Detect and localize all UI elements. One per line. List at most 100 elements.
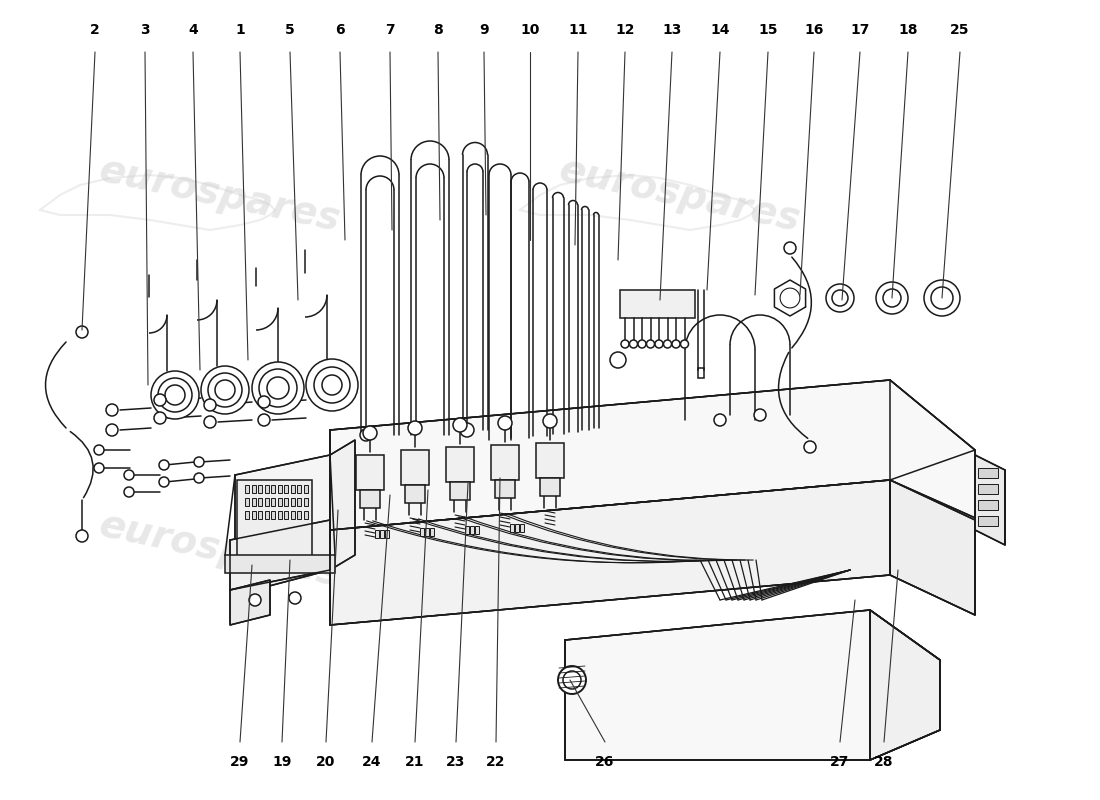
- Bar: [284, 511, 288, 519]
- Circle shape: [654, 340, 663, 348]
- Bar: [978, 516, 998, 526]
- Bar: [252, 498, 255, 506]
- Bar: [236, 480, 312, 570]
- Polygon shape: [890, 480, 975, 615]
- Bar: [245, 511, 249, 519]
- Circle shape: [663, 340, 671, 348]
- Circle shape: [672, 340, 680, 348]
- Circle shape: [194, 457, 204, 467]
- Bar: [277, 511, 282, 519]
- Circle shape: [883, 289, 901, 307]
- Circle shape: [629, 340, 638, 348]
- Bar: [375, 530, 379, 538]
- Circle shape: [647, 340, 654, 348]
- Text: eurospares: eurospares: [96, 506, 344, 594]
- Circle shape: [160, 477, 169, 487]
- Circle shape: [194, 473, 204, 483]
- Polygon shape: [330, 380, 980, 530]
- Text: 29: 29: [230, 755, 250, 769]
- Text: 12: 12: [615, 23, 635, 37]
- Bar: [264, 485, 268, 493]
- Bar: [510, 524, 514, 532]
- Bar: [245, 498, 249, 506]
- Circle shape: [360, 429, 372, 441]
- Text: 28: 28: [874, 755, 893, 769]
- Circle shape: [214, 380, 235, 400]
- Text: 4: 4: [188, 23, 198, 37]
- Polygon shape: [330, 440, 355, 570]
- Text: 25: 25: [950, 23, 970, 37]
- Circle shape: [154, 412, 166, 424]
- Text: eurospares: eurospares: [556, 151, 804, 239]
- Text: 7: 7: [385, 23, 395, 37]
- Text: 9: 9: [480, 23, 488, 37]
- Circle shape: [106, 424, 118, 436]
- Text: 20: 20: [317, 755, 336, 769]
- Polygon shape: [230, 580, 270, 625]
- Polygon shape: [330, 480, 890, 625]
- Circle shape: [154, 394, 166, 406]
- Circle shape: [124, 487, 134, 497]
- Circle shape: [363, 426, 377, 440]
- Text: 11: 11: [569, 23, 587, 37]
- Bar: [258, 511, 262, 519]
- Circle shape: [876, 282, 907, 314]
- Circle shape: [267, 377, 289, 399]
- Bar: [271, 485, 275, 493]
- Circle shape: [314, 367, 350, 403]
- Bar: [978, 484, 998, 494]
- Text: eurospares: eurospares: [556, 506, 804, 594]
- Bar: [520, 524, 524, 532]
- Text: 1: 1: [235, 23, 245, 37]
- Circle shape: [204, 416, 216, 428]
- Bar: [540, 478, 560, 496]
- Bar: [258, 485, 262, 493]
- Polygon shape: [235, 455, 330, 595]
- Bar: [284, 498, 288, 506]
- Bar: [252, 511, 255, 519]
- Circle shape: [208, 373, 242, 407]
- Bar: [536, 443, 564, 478]
- Circle shape: [249, 594, 261, 606]
- Circle shape: [258, 369, 297, 407]
- Bar: [475, 526, 478, 534]
- Circle shape: [681, 340, 689, 348]
- Bar: [430, 528, 434, 536]
- Bar: [379, 530, 384, 538]
- Text: 24: 24: [362, 755, 382, 769]
- Bar: [450, 482, 470, 500]
- Circle shape: [76, 326, 88, 338]
- Bar: [420, 528, 424, 536]
- Text: 6: 6: [336, 23, 344, 37]
- Bar: [470, 526, 474, 534]
- Bar: [297, 511, 301, 519]
- Circle shape: [610, 352, 626, 368]
- Circle shape: [453, 418, 468, 432]
- Text: 16: 16: [804, 23, 824, 37]
- Bar: [290, 485, 295, 493]
- Bar: [290, 498, 295, 506]
- Text: 18: 18: [899, 23, 917, 37]
- Circle shape: [306, 359, 358, 411]
- Bar: [698, 368, 704, 378]
- Circle shape: [76, 530, 88, 542]
- Circle shape: [638, 340, 646, 348]
- Text: 8: 8: [433, 23, 443, 37]
- Bar: [252, 485, 255, 493]
- Circle shape: [460, 423, 474, 437]
- Circle shape: [784, 242, 796, 254]
- Bar: [515, 524, 519, 532]
- Polygon shape: [870, 610, 940, 760]
- Circle shape: [543, 414, 557, 428]
- Bar: [264, 511, 268, 519]
- Bar: [620, 290, 695, 318]
- Bar: [297, 498, 301, 506]
- Text: 26: 26: [595, 755, 615, 769]
- Bar: [491, 445, 519, 480]
- Text: 17: 17: [850, 23, 870, 37]
- Circle shape: [201, 366, 249, 414]
- Circle shape: [165, 385, 185, 405]
- Polygon shape: [230, 520, 330, 590]
- Text: 5: 5: [285, 23, 295, 37]
- Bar: [360, 490, 379, 508]
